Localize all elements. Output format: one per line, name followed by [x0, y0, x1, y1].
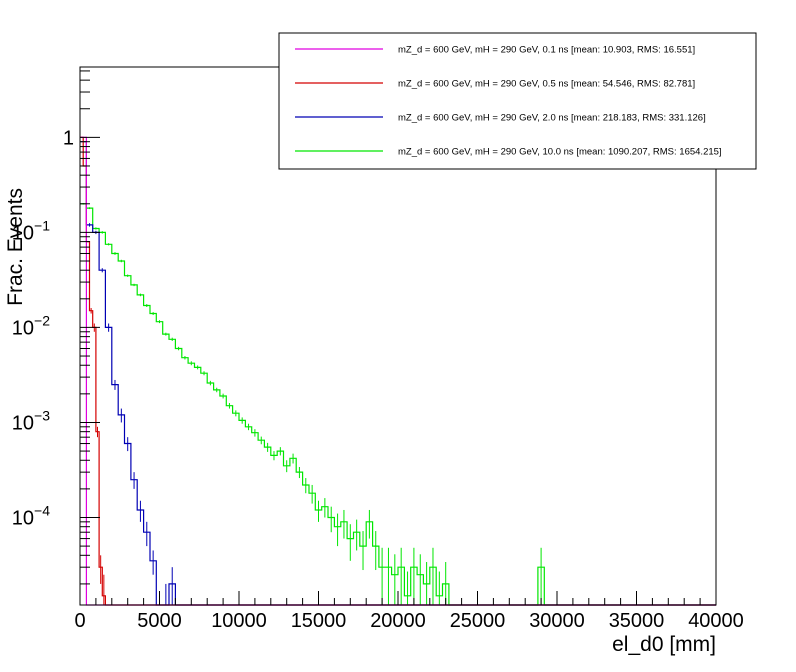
- x-axis-title: el_d0 [mm]: [612, 633, 716, 656]
- x-tick-label: 35000: [609, 610, 665, 632]
- legend-box: [278, 32, 757, 170]
- x-tick-label: 10000: [211, 610, 267, 632]
- x-tick-label: 15000: [291, 610, 347, 632]
- x-tick-label: 5000: [137, 610, 182, 632]
- x-tick-label: 40000: [688, 610, 744, 632]
- y-tick-label: 10−2: [12, 312, 50, 339]
- x-tick-label: 0: [74, 610, 85, 632]
- x-tick-label: 25000: [450, 610, 506, 632]
- legend-entry-label: mZ_d = 600 GeV, mH = 290 GeV, 0.1 ns [me…: [398, 45, 695, 56]
- legend-entry-label: mZ_d = 600 GeV, mH = 290 GeV, 2.0 ns [me…: [398, 113, 706, 124]
- series-4: [80, 202, 716, 606]
- legend: mZ_d = 600 GeV, mH = 290 GeV, 0.1 ns [me…: [278, 32, 757, 170]
- y-axis-title: Frac. Events: [4, 188, 27, 306]
- y-tick-label: 1: [63, 127, 74, 149]
- series-4-step-line: [80, 203, 716, 606]
- legend-entry-label: mZ_d = 600 GeV, mH = 290 GeV, 0.5 ns [me…: [398, 79, 695, 90]
- legend-entry-label: mZ_d = 600 GeV, mH = 290 GeV, 10.0 ns [m…: [398, 147, 722, 158]
- x-tick-label: 20000: [370, 610, 426, 632]
- axes-layer: 0 5000 10000 15000 20000 25000 30000 35000 40000…: [12, 70, 744, 632]
- x-tick-label: 30000: [529, 610, 585, 632]
